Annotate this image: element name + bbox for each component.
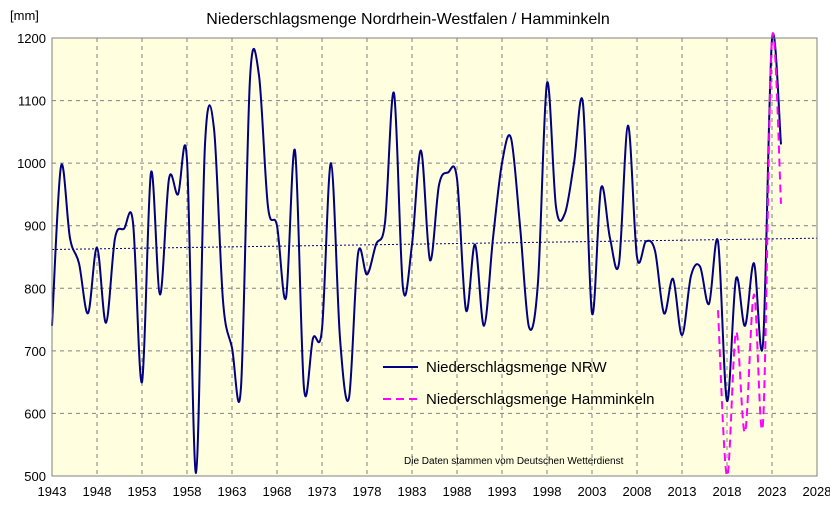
y-axis-tick-labels: 500 600 700 800 900 1000 1100 1200 (17, 31, 46, 484)
x-tick-label: 2018 (713, 484, 742, 499)
chart-title: Niederschlagsmenge Nordrhein-Westfalen /… (206, 11, 609, 28)
x-tick-label: 1953 (128, 484, 157, 499)
x-tick-label: 1983 (398, 484, 427, 499)
x-axis-tick-labels: 1943 1948 1953 1958 1963 1968 1973 1978 1983 1988… (38, 484, 830, 499)
y-tick-label: 800 (24, 281, 46, 296)
x-tick-label: 2013 (668, 484, 697, 499)
series-line-hamminkeln (717, 32, 782, 478)
legend-label-hamminkeln: Niederschlagsmenge Hamminkeln (426, 391, 654, 408)
x-tick-label: 1978 (353, 484, 382, 499)
y-tick-label: 1000 (17, 156, 46, 171)
plot-frame (51, 37, 818, 477)
legend-label-nrw: Niederschlagsmenge NRW (426, 359, 607, 376)
legend: Niederschlagsmenge NRW Niederschlagsmeng… (383, 359, 654, 408)
trend-line (51, 237, 818, 250)
x-tick-label: 1993 (488, 484, 517, 499)
grid (51, 37, 818, 477)
plot-area (52, 38, 817, 476)
y-tick-label: 700 (24, 344, 46, 359)
y-tick-label: 1200 (17, 31, 46, 46)
y-tick-label: 500 (24, 469, 46, 484)
x-tick-label: 2008 (623, 484, 652, 499)
x-tick-label: 1963 (218, 484, 247, 499)
x-tick-label: 1988 (443, 484, 472, 499)
x-tick-label: 1948 (83, 484, 112, 499)
x-tick-label: 1968 (263, 484, 292, 499)
y-tick-label: 600 (24, 406, 46, 421)
x-tick-label: 2003 (578, 484, 607, 499)
series-line-nrw (51, 32, 782, 474)
series-lines (51, 32, 782, 478)
y-tick-label: 900 (24, 219, 46, 234)
x-tick-label: 1973 (308, 484, 337, 499)
x-tick-label: 1998 (533, 484, 562, 499)
trend-line-path (51, 237, 818, 250)
data-source-note: Die Daten stammen vom Deutschen Wetterdi… (404, 456, 624, 467)
x-tick-label: 1958 (173, 484, 202, 499)
y-tick-label: 1100 (18, 94, 46, 109)
y-axis-label: [mm] (10, 8, 39, 23)
x-tick-label: 2028 (803, 484, 830, 499)
x-tick-label: 2023 (758, 484, 787, 499)
x-tick-label: 1943 (38, 484, 67, 499)
